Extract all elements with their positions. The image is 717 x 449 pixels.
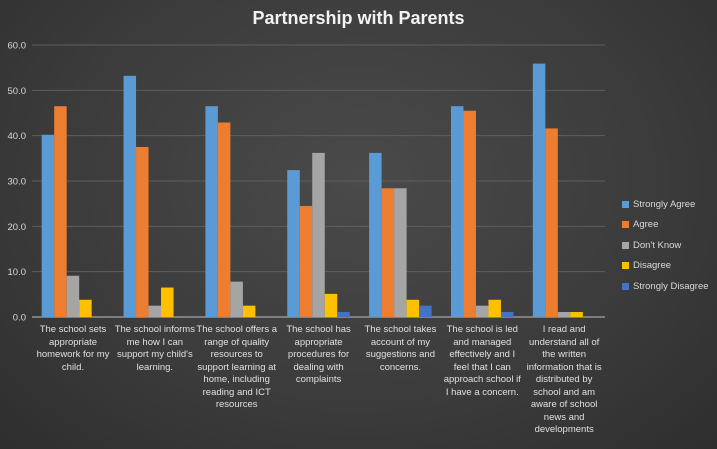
x-tick-label: I read and understand all of the written…	[526, 324, 602, 435]
bar-strongly-agree	[532, 63, 546, 317]
legend-item: Strongly Disagree	[622, 276, 709, 297]
bar-disagree	[570, 312, 583, 317]
bar-disagree	[324, 293, 338, 317]
legend-item: Disagree	[622, 256, 709, 277]
legend: Strongly Agree Agree Don't Know Disagree Str…	[622, 194, 709, 297]
bar-disagree	[488, 299, 501, 317]
bar-strongly-agree	[123, 75, 137, 318]
x-tick-label: The school is led and managed effectivel…	[443, 324, 521, 398]
legend-label: Strongly Agree	[633, 198, 696, 210]
bar-strongly-agree	[41, 134, 55, 317]
x-tick-label: The school takes account of my suggestio…	[364, 324, 437, 373]
y-tick-label: 40.0	[8, 131, 27, 142]
legend-swatch	[622, 262, 629, 270]
bar-strongly-agree	[205, 106, 218, 317]
x-tick-label: The school informs me how I can support …	[114, 324, 195, 373]
bar-strongly-disagree	[500, 312, 514, 317]
y-tick-label: 10.0	[8, 267, 27, 278]
legend-item: Agree	[622, 215, 709, 236]
y-tick-label: 0.0	[13, 313, 26, 324]
bar-don-t-know	[312, 152, 325, 317]
bar-agree	[463, 110, 476, 317]
bar-agree	[54, 106, 67, 317]
legend-label: Disagree	[633, 260, 672, 272]
legend-label: Strongly Disagree	[633, 280, 709, 292]
x-tick-label: The school has appropriate procedures fo…	[286, 324, 351, 385]
bar-don-t-know	[557, 312, 571, 317]
bar-strongly-agree	[287, 170, 300, 317]
legend-swatch	[622, 241, 629, 249]
y-tick-label: 50.0	[8, 86, 27, 97]
bar-agree	[299, 205, 313, 317]
bar-agree	[545, 128, 558, 317]
bar-disagree	[161, 287, 174, 317]
bar-don-t-know	[475, 305, 489, 317]
bar-agree	[136, 147, 149, 317]
bar-agree	[381, 188, 395, 317]
bar-strongly-disagree	[337, 312, 350, 317]
chart-title: Partnership with Parents	[252, 8, 465, 28]
bar-strongly-agree	[450, 106, 464, 317]
bar-don-t-know	[394, 188, 407, 317]
x-tick-label: The school offers a range of quality res…	[196, 324, 278, 410]
legend-label: Don't Know	[633, 239, 682, 251]
bar-strongly-agree	[369, 152, 382, 317]
legend-swatch	[622, 282, 629, 290]
y-tick-label: 60.0	[8, 41, 27, 52]
bar-disagree	[242, 305, 256, 317]
y-tick-label: 20.0	[8, 222, 27, 233]
legend-item: Strongly Agree	[622, 194, 709, 215]
x-tick-label: The school sets appropriate homework for…	[36, 324, 110, 373]
bar-don-t-know	[148, 305, 162, 317]
legend-label: Agree	[633, 219, 659, 231]
bar-don-t-know	[66, 275, 80, 317]
legend-swatch	[622, 221, 629, 229]
bar-strongly-disagree	[419, 305, 432, 317]
legend-swatch	[622, 200, 629, 208]
bar-don-t-know	[230, 281, 243, 317]
bar-disagree	[79, 299, 92, 317]
bar-disagree	[406, 299, 420, 317]
legend-item: Don't Know	[622, 235, 709, 256]
bar-agree	[217, 122, 231, 318]
y-tick-label: 30.0	[8, 177, 27, 188]
